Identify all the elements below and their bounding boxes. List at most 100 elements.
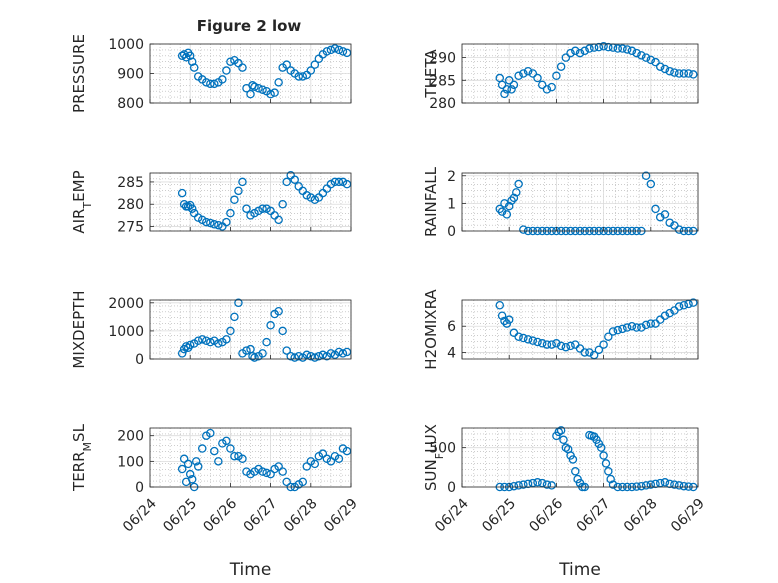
y-tick-label: 900	[117, 67, 144, 83]
data-point	[665, 479, 674, 489]
data-point	[334, 347, 344, 357]
data-point	[189, 63, 199, 72]
data-point	[571, 46, 580, 56]
data-point	[632, 323, 641, 332]
data-point	[214, 339, 223, 348]
data-point	[306, 66, 316, 75]
data-point	[523, 335, 533, 344]
data-point	[514, 179, 523, 189]
data-point	[326, 349, 336, 358]
data-point	[537, 80, 547, 90]
data-point	[177, 464, 187, 474]
data-point	[613, 325, 623, 335]
data-point	[258, 85, 267, 94]
data-point	[552, 71, 561, 81]
data-point	[585, 44, 594, 53]
y-tick-label: 4	[447, 345, 456, 361]
data-point	[242, 346, 251, 355]
y-axis-label: TERRMSL	[70, 423, 94, 492]
y-axis-label: MIXDEPTH	[70, 290, 88, 368]
data-point	[580, 348, 589, 357]
y-axis-label: AIRTEMP	[70, 170, 94, 233]
data-point	[651, 57, 660, 67]
data-point	[509, 80, 519, 90]
data-point	[599, 451, 608, 460]
y-tick-label: 800	[117, 96, 144, 112]
data-point	[533, 73, 542, 83]
y-tick-label: 285	[117, 175, 144, 191]
data-point	[684, 69, 693, 78]
data-point	[290, 175, 299, 184]
data-point	[202, 217, 211, 227]
data-point	[198, 335, 207, 344]
data-point	[226, 208, 235, 218]
data-point	[226, 444, 235, 453]
data-point	[258, 204, 267, 213]
data-point	[206, 337, 215, 347]
data-point	[646, 480, 656, 489]
data-point	[689, 70, 698, 79]
data-point	[561, 443, 571, 452]
y-axis-label: PRESSURE	[70, 34, 88, 113]
data-point	[206, 218, 215, 228]
panel-rainfall: 0 1 2 RAINFALL	[422, 166, 699, 240]
data-point	[599, 340, 608, 349]
data-point	[185, 51, 195, 61]
data-point	[330, 177, 340, 187]
data-point	[519, 333, 528, 343]
data-point	[282, 177, 291, 187]
data-point	[604, 467, 613, 476]
data-point	[254, 84, 263, 93]
data-point	[310, 459, 320, 469]
data-point	[627, 321, 637, 331]
data-point	[689, 298, 698, 307]
y-tick-label: 275	[117, 220, 144, 236]
data-point	[282, 477, 291, 487]
data-point	[542, 85, 552, 94]
data-point	[226, 57, 235, 66]
y-axis-label: SUNFLUX	[422, 424, 446, 491]
data-point	[226, 326, 235, 336]
data-point	[547, 82, 556, 92]
data-point	[679, 69, 689, 78]
data-point	[298, 477, 308, 487]
data-point	[342, 347, 352, 357]
x-axis-label: Time	[558, 560, 601, 580]
data-point	[601, 459, 611, 468]
data-point	[514, 332, 523, 341]
data-point	[641, 320, 651, 330]
data-point	[338, 349, 348, 358]
data-point	[566, 48, 575, 58]
data-point	[646, 179, 656, 189]
data-point	[608, 480, 618, 489]
data-point	[262, 337, 271, 347]
data-point	[334, 454, 344, 464]
data-point	[238, 454, 247, 464]
data-point	[507, 85, 516, 94]
data-point	[290, 353, 299, 362]
y-tick-label: 280	[429, 96, 456, 112]
data-point	[318, 449, 328, 458]
y-axis-label: RAINFALL	[422, 166, 440, 237]
y-tick-label: 200	[117, 429, 144, 445]
data-point	[528, 69, 538, 78]
data-point	[613, 44, 623, 53]
data-point	[594, 345, 604, 355]
data-point	[274, 462, 283, 471]
data-point	[206, 428, 215, 438]
data-point	[655, 62, 665, 71]
y-tick-label: 290	[429, 51, 456, 67]
data-point	[561, 53, 571, 62]
data-point	[214, 457, 223, 466]
data-point	[502, 210, 512, 219]
data-point	[495, 204, 505, 214]
y-tick-label: 0	[447, 480, 456, 496]
data-point	[596, 443, 606, 452]
data-point	[278, 199, 287, 209]
data-point	[334, 45, 344, 55]
x-axis-label: Time	[229, 560, 272, 580]
data-point	[342, 179, 352, 189]
